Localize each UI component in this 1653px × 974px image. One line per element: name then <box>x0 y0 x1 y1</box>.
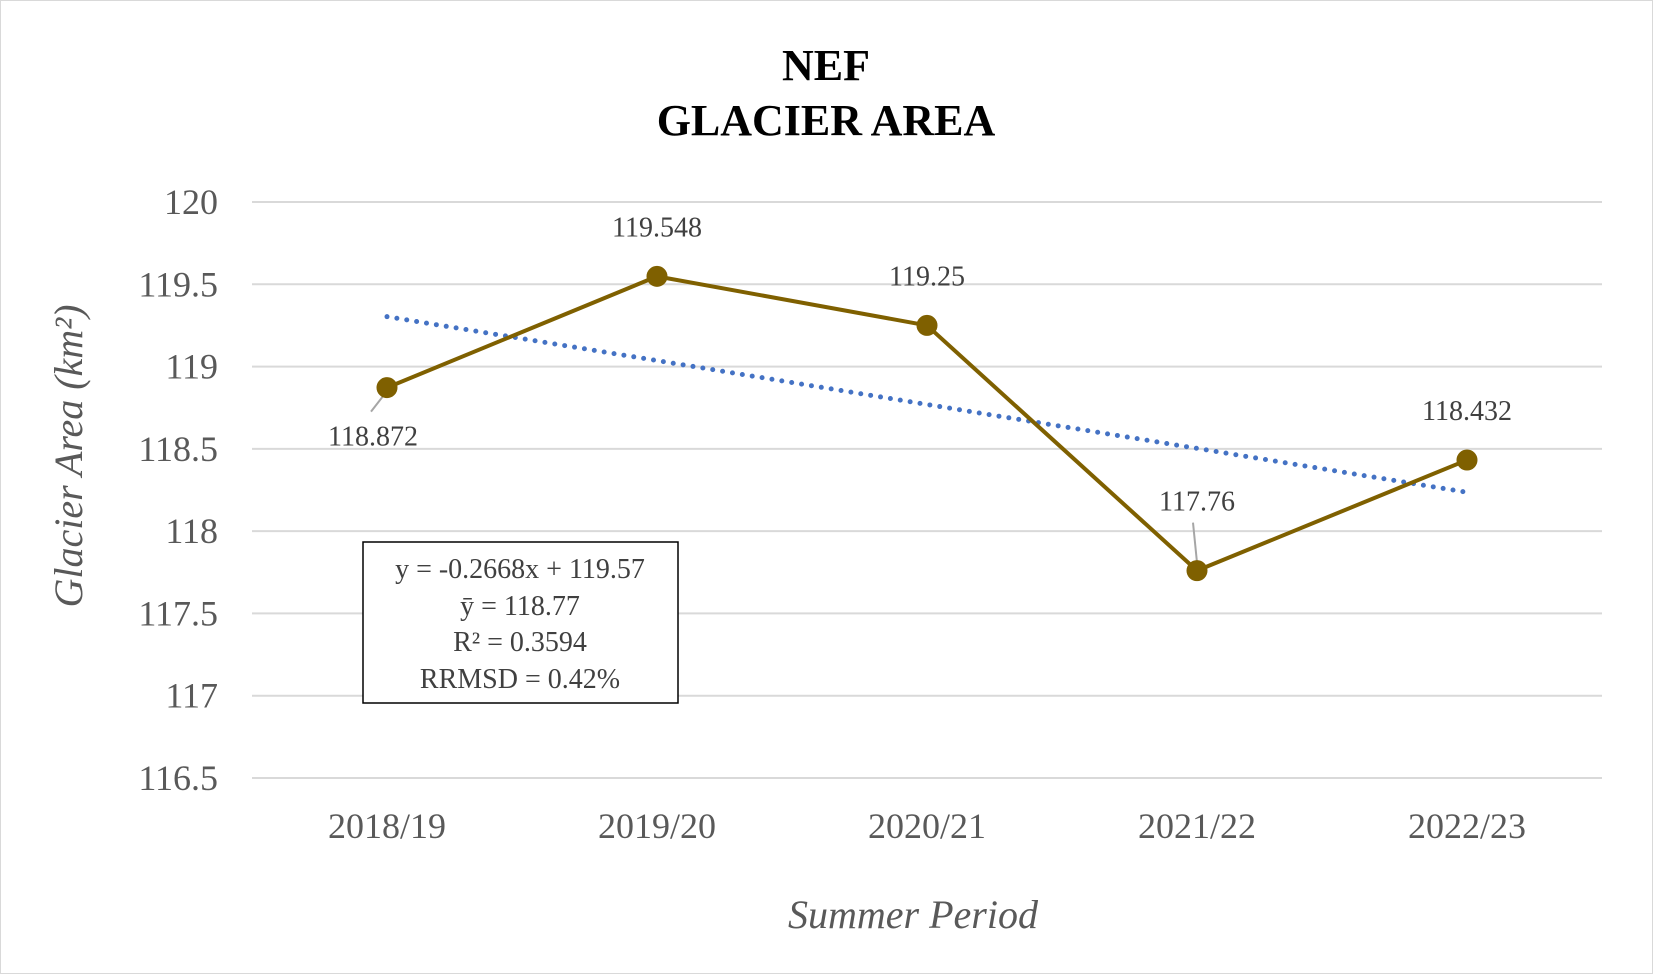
data-point <box>646 265 668 287</box>
y-tick-label: 117 <box>165 676 218 716</box>
x-axis-tick-labels: 2018/19 2019/20 2020/21 2021/22 2022/23 <box>328 806 1526 846</box>
data-point <box>916 314 938 336</box>
data-label: 118.432 <box>1422 396 1512 427</box>
y-axis-title: Glacier Area (km²) <box>46 304 91 607</box>
stats-equation: y = -0.2668x + 119.57 <box>395 554 645 585</box>
stats-rrmsd: RRMSD = 0.42% <box>420 664 620 695</box>
x-tick-label: 2018/19 <box>328 806 446 846</box>
y-tick-label: 119.5 <box>138 264 218 304</box>
data-point-markers <box>376 265 1478 582</box>
y-axis-tick-labels: 116.5 117 117.5 118 118.5 119 119.5 120 <box>138 182 218 798</box>
y-tick-label: 120 <box>164 182 218 222</box>
leader-line <box>1192 522 1198 563</box>
data-label: 118.872 <box>328 422 418 453</box>
y-tick-label: 119 <box>165 347 218 387</box>
y-tick-label: 118.5 <box>138 429 218 469</box>
data-point <box>376 377 398 399</box>
y-tick-label: 117.5 <box>138 593 218 633</box>
stats-box: y = -0.2668x + 119.57 ȳ = 118.77 R² = 0.… <box>362 541 679 704</box>
data-labels: 118.872 119.548 119.25 117.76 118.432 <box>328 212 1512 517</box>
x-tick-label: 2020/21 <box>868 806 986 846</box>
data-label: 117.76 <box>1159 487 1235 518</box>
y-tick-label: 118 <box>165 511 218 551</box>
y-tick-label: 116.5 <box>138 758 218 798</box>
data-label-leader-lines <box>370 393 1198 563</box>
data-point <box>1186 560 1208 582</box>
x-axis-title: Summer Period <box>788 892 1039 937</box>
x-tick-label: 2019/20 <box>598 806 716 846</box>
data-label: 119.548 <box>612 212 702 243</box>
data-point <box>1456 449 1478 471</box>
stats-box-border <box>362 541 679 704</box>
x-tick-label: 2022/23 <box>1408 806 1526 846</box>
x-tick-label: 2021/22 <box>1138 806 1256 846</box>
data-label: 119.25 <box>889 261 965 292</box>
chart-title-line-1: NEF <box>782 41 870 90</box>
stats-mean: ȳ = 118.77 <box>460 591 580 622</box>
stats-r-squared: R² = 0.3594 <box>453 627 587 658</box>
chart-title-line-2: GLACIER AREA <box>657 96 996 145</box>
trendline <box>384 314 1470 495</box>
